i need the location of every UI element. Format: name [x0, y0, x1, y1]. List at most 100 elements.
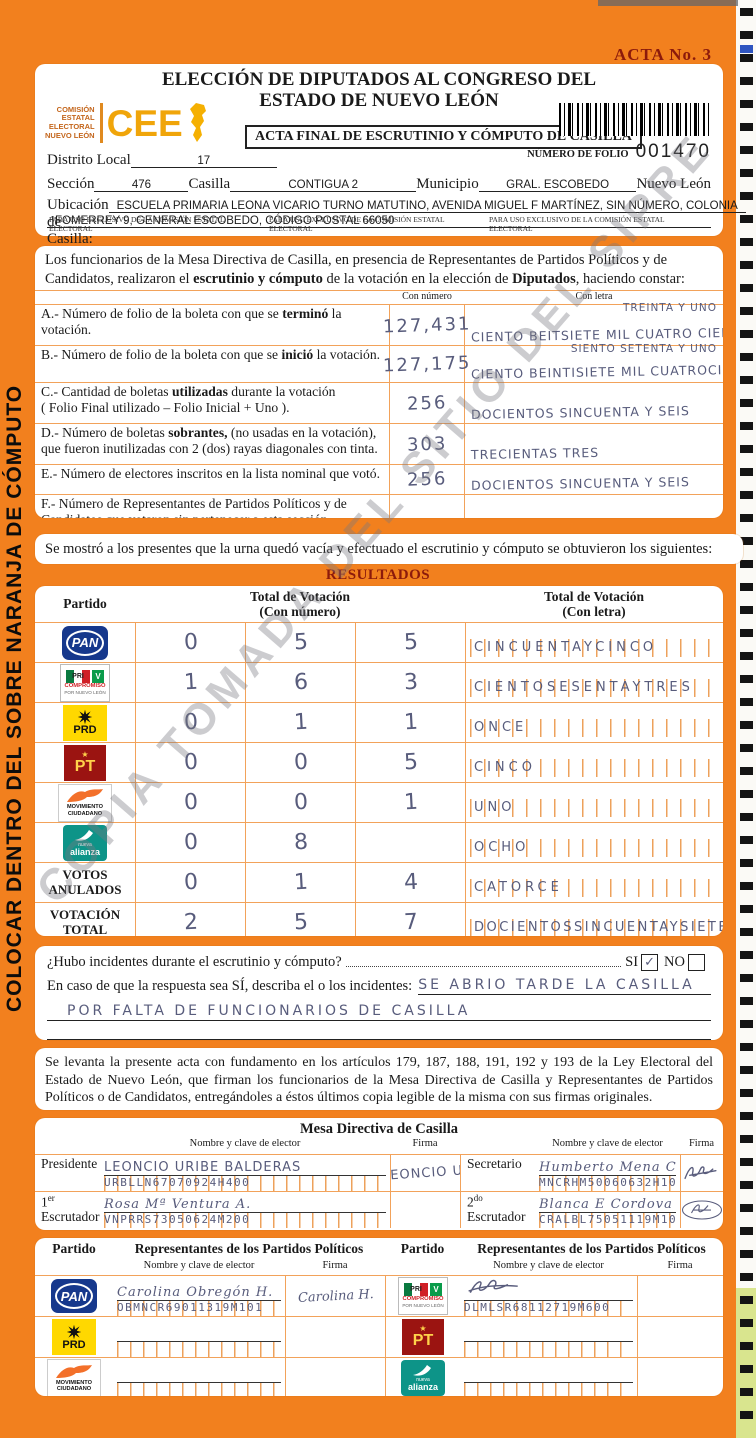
timing-marks	[740, 8, 753, 1432]
page-title: ELECCIÓN DE DIPUTADOS AL CONGRESO DEL ES…	[35, 64, 723, 112]
mc-rep-firma	[285, 1358, 385, 1396]
title-line2: ESTADO DE NUEVO LEÓN	[259, 89, 499, 111]
cee-acronym: CEE	[106, 102, 183, 144]
exclusive-use-note: PARA USO EXCLUSIVO DE LA COMISIÓN ESTATA…	[269, 215, 445, 233]
folio-label: NÚMERO DE FOLIO	[527, 149, 629, 160]
reps-row-1: PAN Carolina Obregón H. OBMNCR69011319M1…	[35, 1275, 723, 1316]
exclusive-use-notes: PARA USO EXCLUSIVO DE LA COMISIÓN ESTATA…	[49, 215, 709, 233]
col-con-letra: Con letra	[575, 291, 613, 302]
ubicacion-value-line1: ESCUELA PRIMARIA LEONA VICARIO TURNO MAT…	[108, 200, 746, 213]
distrito-row: Distrito Local 17	[47, 152, 711, 169]
incidents-question: ¿Hubo incidentes durante el escrutinio y…	[47, 954, 342, 970]
boletas-table-header: Con número Con letra	[35, 290, 723, 304]
exclusive-use-note: PARA USO EXCLUSIVO DE LA COMISIÓN ESTATA…	[49, 215, 225, 233]
pt-rep-name	[464, 1341, 633, 1342]
pan-rep-name: Carolina Obregón H.	[117, 1285, 281, 1301]
escrutador1-clave: VNPRRS73050624M200	[104, 1213, 386, 1228]
value-A-numero: 127,431	[382, 305, 472, 345]
secretario-clave: MNCRHM50060632H100	[539, 1176, 676, 1191]
mesa-subheader: Nombre y clave de elector Firma Nombre y…	[189, 1138, 715, 1149]
prd-sun-icon	[66, 1324, 82, 1339]
pri-rep-firma	[637, 1276, 723, 1316]
acta-number: ACTA No. 3	[614, 45, 712, 64]
barcode	[559, 103, 711, 136]
resultados-title: RESULTADOS	[325, 567, 431, 583]
pan-rep-firma: Carolina H.	[285, 1276, 385, 1316]
alianza-swoosh-icon	[413, 1365, 431, 1376]
mc-eagle-icon	[67, 789, 103, 803]
presidente-clave: URBLLN67070924H400	[104, 1176, 386, 1191]
alianza-logo: nueva alianza	[63, 824, 107, 861]
scan-artifact	[598, 0, 738, 6]
role-2do-escrutador: 2do Escrutador	[460, 1192, 535, 1228]
result-row-pt: ★ PT 0 0 5 CINCO	[35, 742, 723, 782]
reps-row-3: MOVIMIENTO CIUDADANO nueva alianza	[35, 1357, 723, 1396]
folio-value: 001470	[635, 141, 711, 162]
escrutador2-signature	[681, 1200, 723, 1220]
pt-logo: ★ PT	[402, 1319, 444, 1355]
pan-rep-clave: OBMNCR69011319M101	[117, 1301, 281, 1316]
row-F: F.- Número de Representantes de Partidos…	[35, 494, 723, 518]
casilla-label: Casilla	[188, 176, 231, 192]
constancia-box: Los funcionarios de la Mesa Directiva de…	[35, 246, 723, 518]
si-checkmark: ✓	[644, 955, 655, 970]
pt-star-icon: ★	[81, 749, 89, 759]
row-D: D.- Número de boletas sobrantes, (no usa…	[35, 423, 723, 464]
value-D-numero: 303	[389, 424, 465, 464]
intro-paragraph: Los funcionarios de la Mesa Directiva de…	[45, 252, 685, 287]
no-label: NO	[664, 954, 685, 970]
urna-statement: Se mostró a los presentes que la urna qu…	[35, 534, 743, 564]
exclusive-use-note: PARA USO EXCLUSIVO DE LA COMISIÓN ESTATA…	[489, 215, 665, 233]
legal-statement: Se levanta la presente acta con fundamen…	[35, 1048, 723, 1110]
role-secretario: Secretario	[460, 1155, 535, 1191]
alianza-rep-firma	[637, 1358, 723, 1396]
cee-org-name: COMISIÓN ESTATAL ELECTORAL NUEVO LEÓN	[45, 104, 95, 140]
distrito-label: Distrito Local	[47, 152, 131, 168]
col-total-numero: Total de Votación (Con número)	[249, 588, 351, 619]
seccion-label: Sección	[47, 176, 95, 192]
alianza-logo: nueva alianza	[401, 1360, 445, 1396]
mesa-directiva-box: Mesa Directiva de Casilla Nombre y clave…	[35, 1118, 723, 1230]
results-header: Partido Total de Votación (Con número) To…	[35, 586, 723, 622]
col-partido: Partido	[63, 596, 107, 612]
pan-logo: PAN	[62, 625, 108, 660]
row-C: C.- Cantidad de boletas utilizadas duran…	[35, 382, 723, 423]
prd-logo: PRD	[63, 704, 107, 741]
incidents-box: ¿Hubo incidentes durante el escrutinio y…	[35, 946, 723, 1040]
incident-text-line2: POR FALTA DE FUNCIONARIOS DE CASILLA	[67, 1003, 471, 1019]
reps-row-2: PRD ★ PT	[35, 1316, 723, 1357]
reps-header: Partido Representantes de los Partidos P…	[52, 1241, 706, 1256]
incident-text-line1: SE ABRIO TARDE LA CASILLA	[418, 977, 695, 993]
cee-logo-divider	[99, 103, 103, 143]
folio-row: NÚMERO DE FOLIO 001470	[527, 141, 711, 163]
value-E-letra: DOCIENTOS SINCUENTA Y SEIS	[470, 474, 690, 493]
mc-logo: MOVIMIENTO CIUDADANO	[47, 1359, 101, 1396]
value-F-numero	[389, 495, 465, 518]
result-row-alianza: nueva alianza 0 8 OCHO	[35, 822, 723, 862]
distrito-value: 17	[130, 155, 277, 168]
role-1er-escrutador: 1er Escrutador	[41, 1193, 100, 1224]
mesa-row-2: 1er Escrutador Rosa Mª Ventura A. VNPRRS7…	[35, 1191, 723, 1228]
si-label: SI	[625, 954, 639, 970]
mc-rep-name	[117, 1382, 281, 1383]
escrutador2-firma	[680, 1192, 723, 1228]
result-row-prd: PRD 0 1 1 ONCE	[35, 702, 723, 742]
representatives-box: Partido Representantes de los Partidos P…	[35, 1238, 723, 1396]
value-C-letra: DOCIENTOS SINCUENTA Y SEIS	[470, 403, 690, 422]
result-row-anulados: VOTOS ANULADOS 0 1 4 CATORCE	[35, 862, 723, 902]
pt-logo: ★ PT	[64, 744, 106, 781]
timing-mark-blue	[740, 45, 753, 53]
escrutador2-name: Blanca E Cordova A	[539, 1197, 676, 1213]
title-line1: ELECCIÓN DE DIPUTADOS AL CONGRESO DEL	[161, 69, 597, 90]
municipio-label: Municipio	[416, 176, 479, 192]
mc-logo: MOVIMIENTO CIUDADANO	[58, 783, 112, 822]
escrutador2-clave: CRALBL75051119M100	[539, 1213, 676, 1228]
ubicacion-value-line2: FOMERREY 9, GENERAL ESCOBEDO, CÓDIGO POS…	[47, 215, 711, 228]
prd-rep-firma	[285, 1317, 385, 1357]
alianza-rep-clave	[464, 1383, 633, 1396]
col-total-letra: Total de Votación (Con letra)	[543, 588, 645, 619]
presidente-name: LEONCIO URIBE BALDERAS	[104, 1160, 386, 1176]
incidents-desc-label: En caso de que la respuesta sea SÍ, desc…	[47, 978, 413, 994]
value-E-numero: 256	[389, 465, 465, 494]
